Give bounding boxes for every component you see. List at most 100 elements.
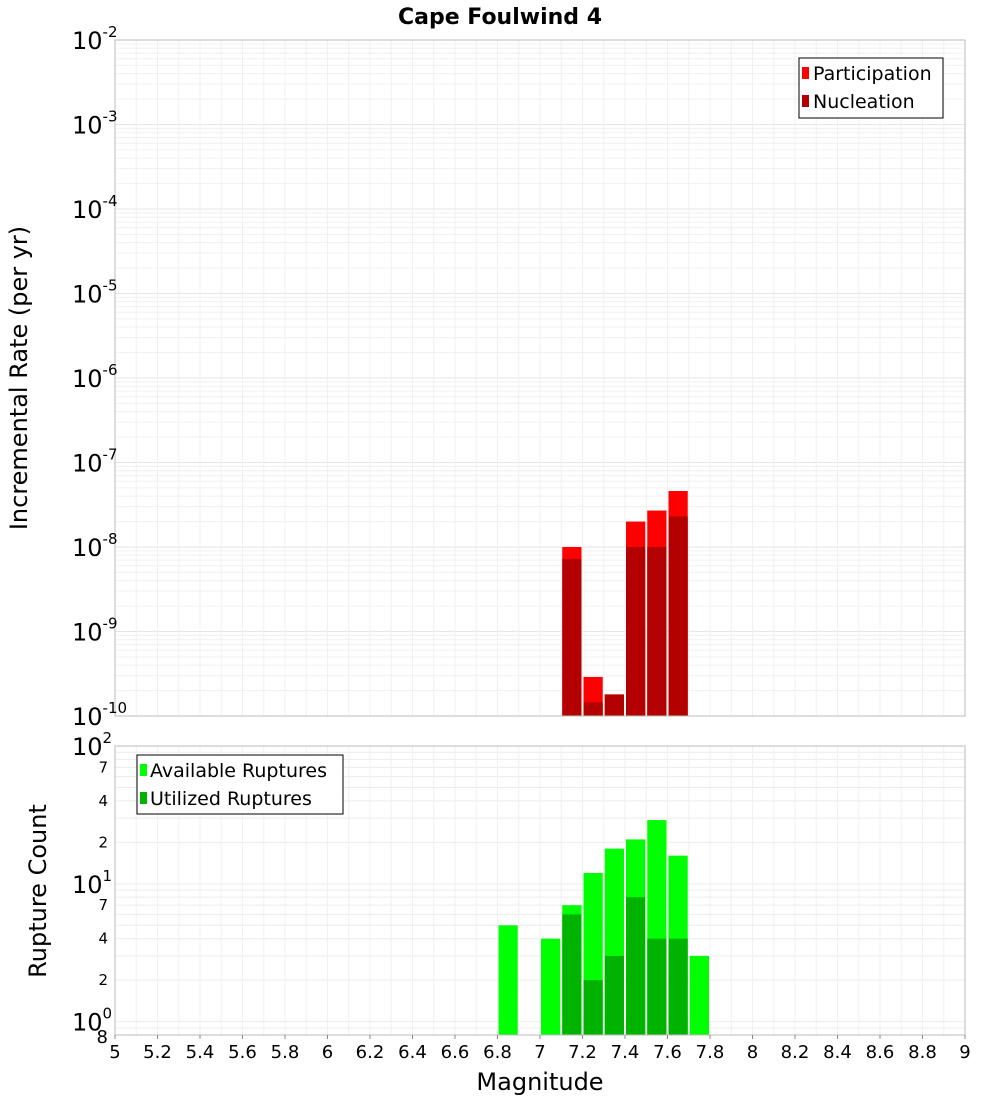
- bottom-y-tick-exponent: 0: [103, 1005, 113, 1023]
- top-y-tick-exponent: -2: [103, 23, 118, 41]
- top-y-tick-exponent: -4: [103, 192, 118, 210]
- top-plot-border: [114, 39, 966, 717]
- bottom-y-minor-tick-label: 2: [98, 833, 108, 851]
- top-y-tick-exponent: -6: [103, 361, 118, 379]
- top-legend: Participation Nucleation: [798, 57, 944, 119]
- top-y-tick-label: 10-3: [72, 108, 118, 140]
- bottom-legend: Available Ruptures Utilized Ruptures: [136, 754, 344, 815]
- top-y-tick-base: 10: [72, 534, 103, 562]
- top-y-tick-base: 10: [72, 365, 103, 393]
- bottom-y-minor-tick-label: 7: [98, 758, 108, 776]
- bottom-bar-utilized-ruptures: [647, 938, 667, 1035]
- x-tick-label: 7.2: [568, 1042, 597, 1063]
- bottom-y-tick-exponent: 2: [103, 729, 113, 747]
- x-tick-label: 6: [322, 1042, 333, 1063]
- legend-swatch-utilized-ruptures: [140, 792, 147, 804]
- x-tick-label: 8.4: [823, 1042, 852, 1063]
- bottom-y-minor-tick-label: 7: [98, 896, 108, 914]
- top-bar-nucleation: [647, 547, 667, 716]
- top-y-tick-exponent: -3: [103, 108, 118, 126]
- legend-label-available-ruptures: Available Ruptures: [150, 760, 327, 782]
- top-y-tick-base: 10: [72, 619, 103, 647]
- bottom-bar-available-ruptures: [689, 955, 709, 1035]
- top-y-tick-base: 10: [72, 281, 103, 309]
- top-y-tick-base: 10: [72, 196, 103, 224]
- x-tick-label: 8.8: [908, 1042, 937, 1063]
- bottom-bar-utilized-ruptures: [626, 897, 646, 1035]
- legend-label-utilized-ruptures: Utilized Ruptures: [150, 788, 312, 810]
- x-tick-label: 7.6: [653, 1042, 682, 1063]
- bottom-y-tick-base: 10: [72, 871, 103, 899]
- top-y-tick-label: 10-9: [72, 615, 118, 647]
- bottom-y-tick-label: 101: [72, 867, 112, 899]
- top-y-tick-exponent: -9: [103, 615, 118, 633]
- legend-swatch-participation: [802, 67, 809, 79]
- chart-title: Cape Foulwind 4: [398, 5, 602, 30]
- top-y-tick-label: 10-8: [72, 530, 118, 562]
- top-y-tick-label: 10-5: [72, 277, 118, 309]
- top-y-tick-label: 10-7: [72, 446, 118, 478]
- top-y-tick-exponent: -8: [103, 530, 118, 548]
- top-y-tick-base: 10: [72, 450, 103, 478]
- bottom-bar-available-ruptures: [498, 925, 518, 1035]
- bottom-y-minor-tick-label: 2: [98, 971, 108, 989]
- x-axis-label: Magnitude: [476, 1068, 603, 1096]
- top-y-tick-base: 10: [72, 703, 103, 731]
- legend-label-nucleation: Nucleation: [813, 91, 915, 113]
- x-tick-label: 7.4: [611, 1042, 640, 1063]
- x-tick-label: 6.6: [441, 1042, 470, 1063]
- x-tick-label: 6.8: [483, 1042, 512, 1063]
- x-tick-label: 7.8: [696, 1042, 725, 1063]
- top-y-axis-label: Incremental Rate (per yr): [5, 226, 33, 530]
- bottom-y-tick-label: 102: [72, 729, 112, 761]
- bottom-bar-utilized-ruptures: [668, 938, 688, 1035]
- top-y-tick-label: 10-10: [72, 699, 127, 731]
- bottom-y-minor-tick-label: 4: [98, 792, 108, 810]
- x-tick-label: 7: [534, 1042, 545, 1063]
- top-bar-nucleation: [583, 702, 603, 716]
- x-tick-label: 5.8: [271, 1042, 300, 1063]
- bottom-bars: [498, 820, 709, 1035]
- top-y-tick-exponent: -7: [103, 446, 118, 464]
- bottom-y-tick-base: 10: [72, 733, 103, 761]
- top-bar-nucleation: [668, 516, 688, 716]
- top-y-tick-label: 10-4: [72, 192, 118, 224]
- top-y-tick-exponent: -5: [103, 277, 118, 295]
- top-y-tick-base: 10: [72, 27, 103, 55]
- top-bar-nucleation: [604, 694, 624, 716]
- top-y-tick-label: 10-2: [72, 23, 118, 55]
- top-y-tick-label: 10-6: [72, 361, 118, 393]
- legend-swatch-available-ruptures: [140, 764, 147, 776]
- x-tick-label: 5.6: [228, 1042, 257, 1063]
- x-tick-label: 8.2: [781, 1042, 810, 1063]
- bottom-y-tick-label: 100: [72, 1005, 112, 1037]
- x-tick-label: 9: [959, 1042, 970, 1063]
- top-grid: [114, 40, 966, 717]
- bottom-legend-box: [136, 754, 344, 815]
- top-bar-nucleation: [562, 559, 582, 716]
- bottom-bar-utilized-ruptures: [562, 914, 582, 1035]
- x-ticks: 5 5.2 5.4 5.6 5.8 6 6.2 6.4 6.6 6.8 7 7.2 7.4 7.6 7.8 8…: [109, 1035, 971, 1063]
- bottom-y-minor-tick-label: 8: [97, 1027, 108, 1048]
- x-tick-label: 6.2: [356, 1042, 385, 1063]
- x-tick-label: 8.6: [866, 1042, 895, 1063]
- bottom-bar-utilized-ruptures: [604, 955, 624, 1035]
- bottom-y-tick-base: 10: [72, 1009, 103, 1037]
- top-y-tick-base: 10: [72, 112, 103, 140]
- top-bar-nucleation: [626, 547, 646, 716]
- bottom-y-tick-exponent: 1: [103, 867, 113, 885]
- bottom-bar-available-ruptures: [541, 938, 561, 1035]
- bottom-y-minor-tick-label: 4: [98, 930, 108, 948]
- top-bars: [562, 490, 688, 716]
- top-y-tick-exponent: -10: [103, 699, 128, 717]
- x-tick-label: 8: [747, 1042, 758, 1063]
- x-tick-label: 5.4: [186, 1042, 215, 1063]
- bottom-y-axis-label: Rupture Count: [24, 804, 52, 978]
- legend-swatch-nucleation: [802, 95, 809, 107]
- top-legend-box: [798, 57, 944, 119]
